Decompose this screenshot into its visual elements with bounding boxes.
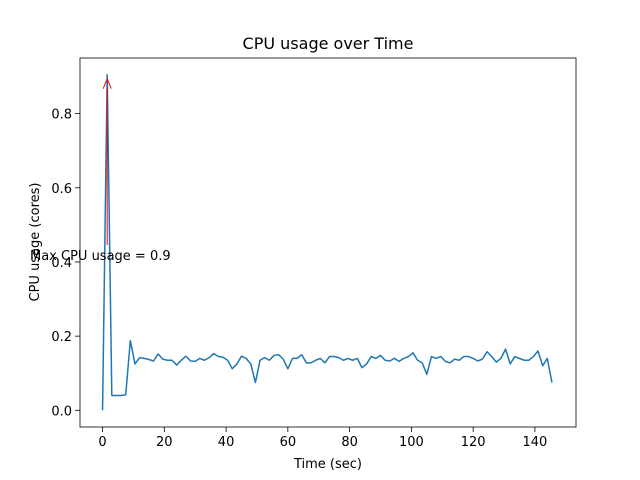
x-tick-label: 20 <box>156 435 173 450</box>
y-axis-label: CPU usage (cores) <box>28 183 43 302</box>
x-axis-label: Time (sec) <box>293 457 362 472</box>
annotation: Max CPU usage = 0.9 <box>30 249 171 264</box>
chart-title: CPU usage over Time <box>243 34 414 53</box>
x-tick-label: 60 <box>280 435 297 450</box>
data-line <box>101 73 553 411</box>
x-tick-label: 140 <box>523 435 548 450</box>
y-tick-label: 0.2 <box>51 330 72 345</box>
y-tick-label: 0.6 <box>51 182 72 197</box>
plot-frame <box>79 57 577 428</box>
annotation-arrowhead <box>102 77 112 89</box>
x-tick-label: 40 <box>218 435 235 450</box>
y-tick-label: 0.8 <box>51 108 72 123</box>
y-tick-label: 0.0 <box>51 404 72 419</box>
x-tick-label: 0 <box>98 435 106 450</box>
x-tick-label: 80 <box>341 435 358 450</box>
x-tick-label: 120 <box>461 435 486 450</box>
x-tick-label: 100 <box>399 435 424 450</box>
y-tick-label: 0.4 <box>51 256 72 271</box>
